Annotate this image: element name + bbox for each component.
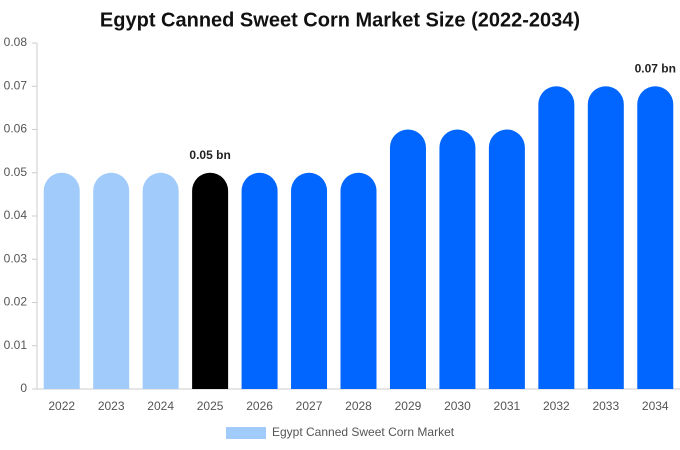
y-tick-label: 0.01 (4, 338, 28, 352)
x-tick-label: 2027 (296, 399, 323, 413)
x-tick-label: 2028 (345, 399, 372, 413)
y-tick-label: 0.05 (4, 165, 28, 179)
x-tick-label: 2024 (147, 399, 174, 413)
x-tick-label: 2025 (197, 399, 224, 413)
bar (192, 172, 229, 389)
x-tick-label: 2033 (592, 399, 619, 413)
y-tick-label: 0.04 (4, 208, 28, 222)
y-tick-label: 0 (20, 381, 27, 395)
bar (43, 172, 80, 389)
x-tick-label: 2034 (642, 399, 669, 413)
y-tick-label: 0.02 (4, 295, 28, 309)
x-tick-label: 2030 (444, 399, 471, 413)
y-tick-label: 0.03 (4, 251, 28, 265)
bar (439, 129, 476, 389)
x-tick-label: 2032 (543, 399, 570, 413)
value-label: 0.05 bn (189, 148, 230, 162)
bar (389, 129, 426, 389)
bar (587, 86, 624, 389)
y-tick-label: 0.07 (4, 78, 28, 92)
bar (488, 129, 525, 389)
x-tick-label: 2023 (98, 399, 125, 413)
legend-swatch (226, 427, 266, 439)
x-tick-label: 2031 (494, 399, 521, 413)
x-tick-label: 2029 (395, 399, 422, 413)
bar (291, 172, 328, 389)
value-label: 0.07 bn (635, 61, 676, 75)
chart-title: Egypt Canned Sweet Corn Market Size (202… (100, 9, 580, 31)
x-tick-label: 2026 (246, 399, 273, 413)
bar (340, 172, 377, 389)
legend-label: Egypt Canned Sweet Corn Market (272, 425, 455, 439)
y-tick-label: 0.06 (4, 122, 28, 136)
bar (637, 86, 674, 389)
bar (241, 172, 278, 389)
y-tick-label: 0.08 (4, 35, 28, 49)
bar (538, 86, 575, 389)
x-tick-label: 2022 (48, 399, 75, 413)
bar (142, 172, 179, 389)
bar (93, 172, 130, 389)
